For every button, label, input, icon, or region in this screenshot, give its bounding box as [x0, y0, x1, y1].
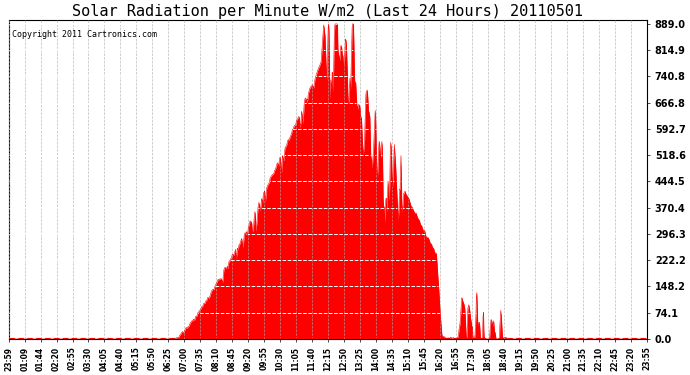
Title: Solar Radiation per Minute W/m2 (Last 24 Hours) 20110501: Solar Radiation per Minute W/m2 (Last 24…: [72, 4, 584, 19]
Text: Copyright 2011 Cartronics.com: Copyright 2011 Cartronics.com: [12, 30, 157, 39]
